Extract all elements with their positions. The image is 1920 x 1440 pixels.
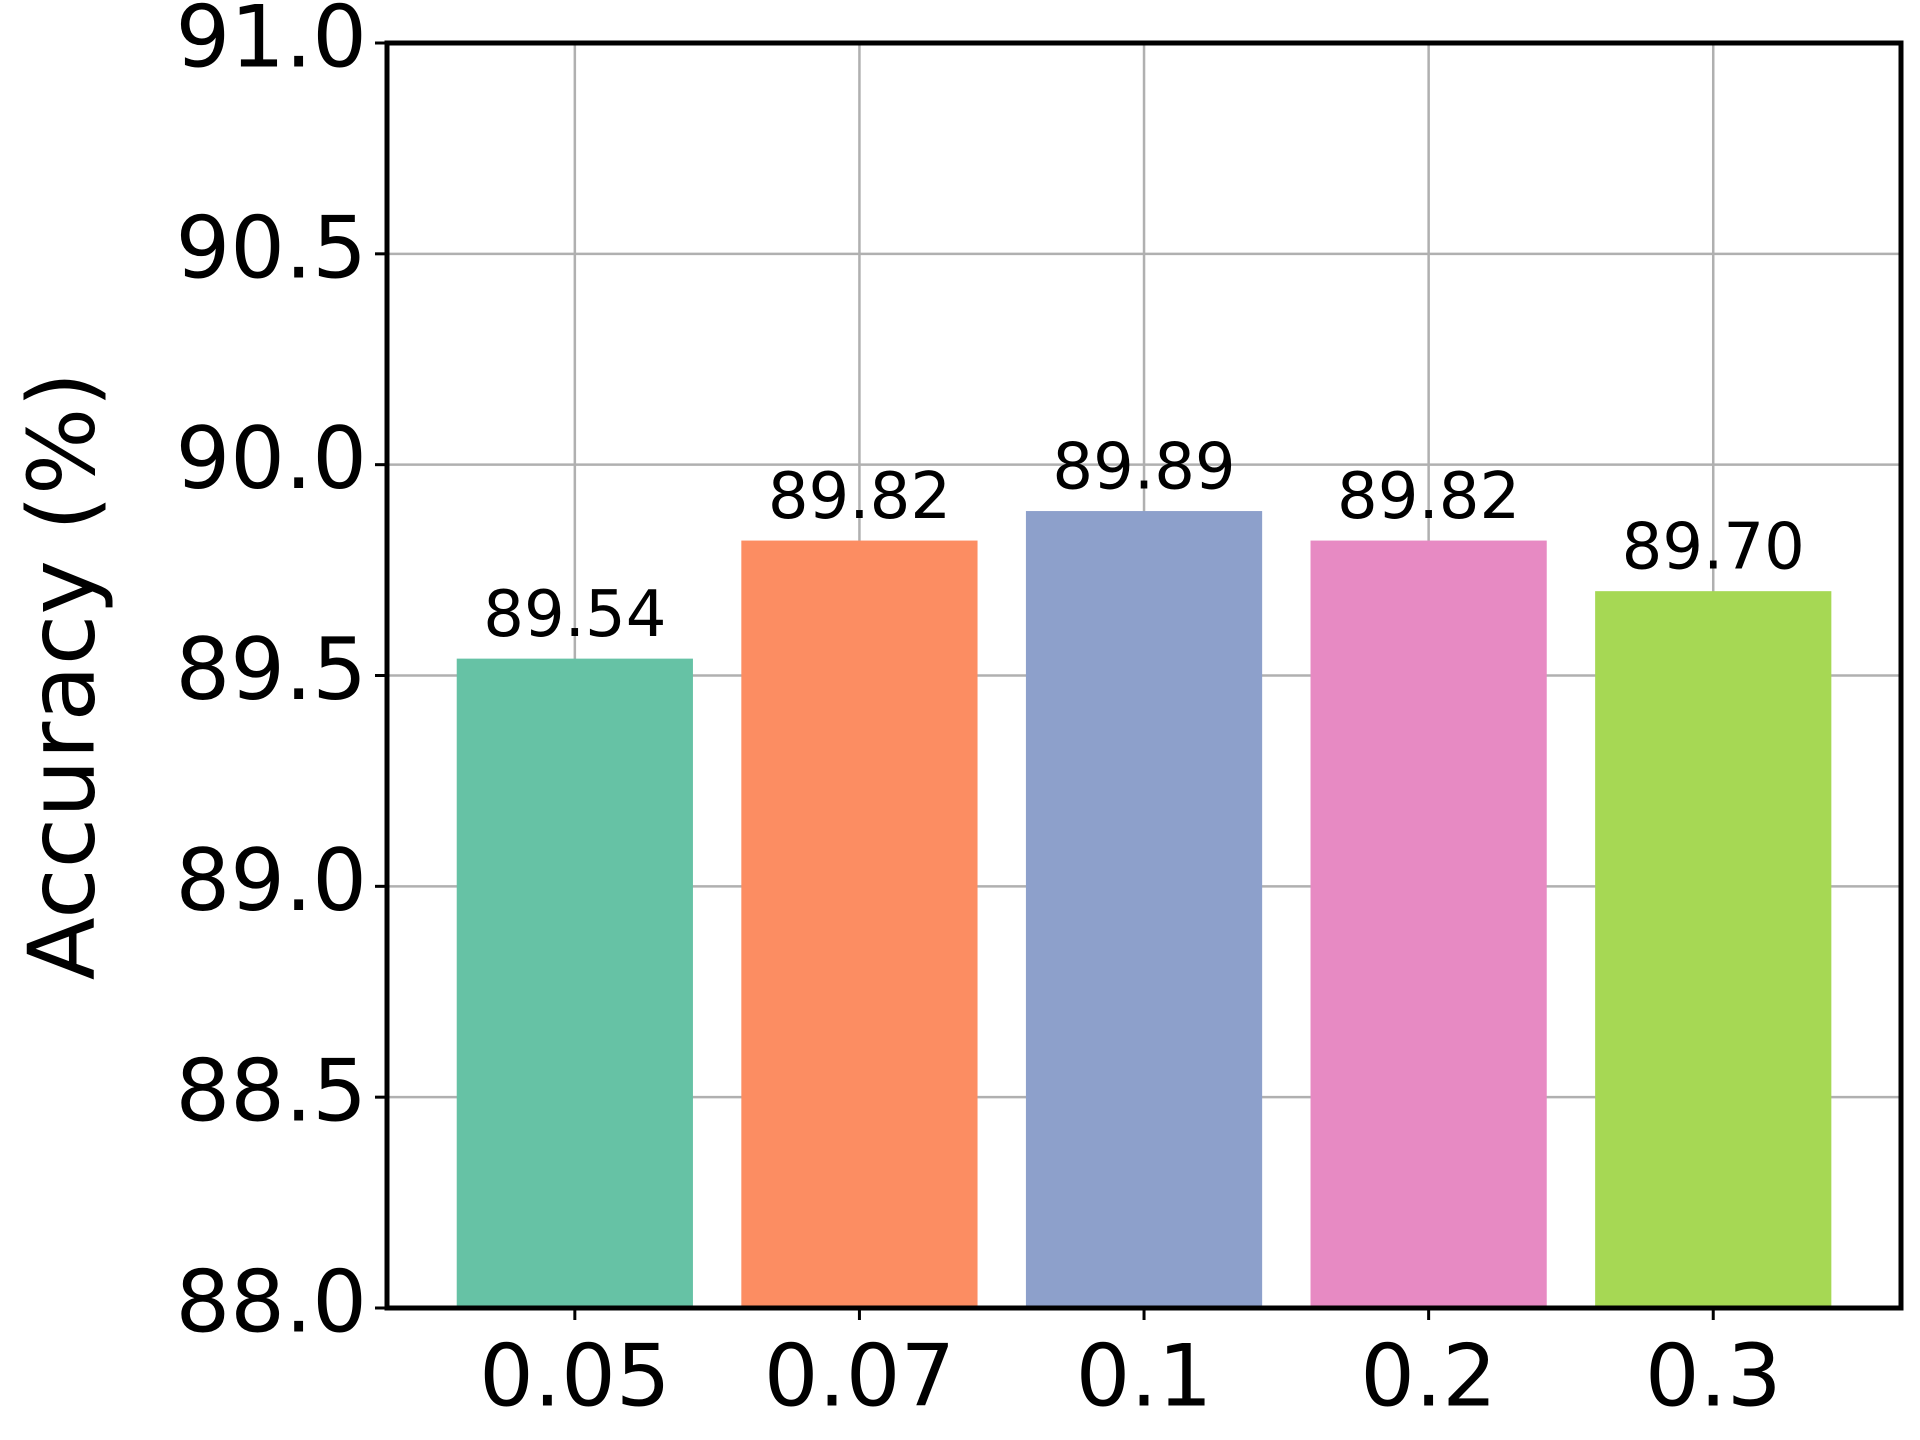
- bar: [741, 540, 978, 1308]
- bar: [1025, 511, 1263, 1308]
- y-tick-label: 90.0: [176, 409, 367, 509]
- y-tick-label: 89.5: [176, 620, 367, 720]
- y-tick-label: 88.0: [176, 1252, 367, 1352]
- bar: [1310, 540, 1547, 1308]
- value-label: 89.82: [1337, 460, 1520, 534]
- value-label: 89.82: [768, 460, 951, 534]
- y-axis-label: Accuracy (%): [8, 372, 115, 980]
- x-tick-label: 0.3: [1645, 1326, 1782, 1426]
- bar: [1595, 591, 1832, 1308]
- x-tick-label: 0.1: [1076, 1326, 1213, 1426]
- y-tick-label: 89.0: [176, 831, 367, 931]
- x-tick-label: 0.2: [1360, 1326, 1497, 1426]
- value-label: 89.70: [1622, 511, 1805, 585]
- bar: [456, 658, 693, 1308]
- y-tick-label: 88.5: [176, 1042, 367, 1142]
- value-label: 89.54: [483, 578, 666, 652]
- value-label: 89.89: [1052, 431, 1235, 505]
- x-tick-label: 0.05: [479, 1326, 670, 1426]
- x-tick-label: 0.07: [764, 1326, 955, 1426]
- y-tick-label: 90.5: [176, 198, 367, 298]
- plot-frame: [384, 40, 1904, 1311]
- y-tick-label: 91.0: [176, 0, 367, 87]
